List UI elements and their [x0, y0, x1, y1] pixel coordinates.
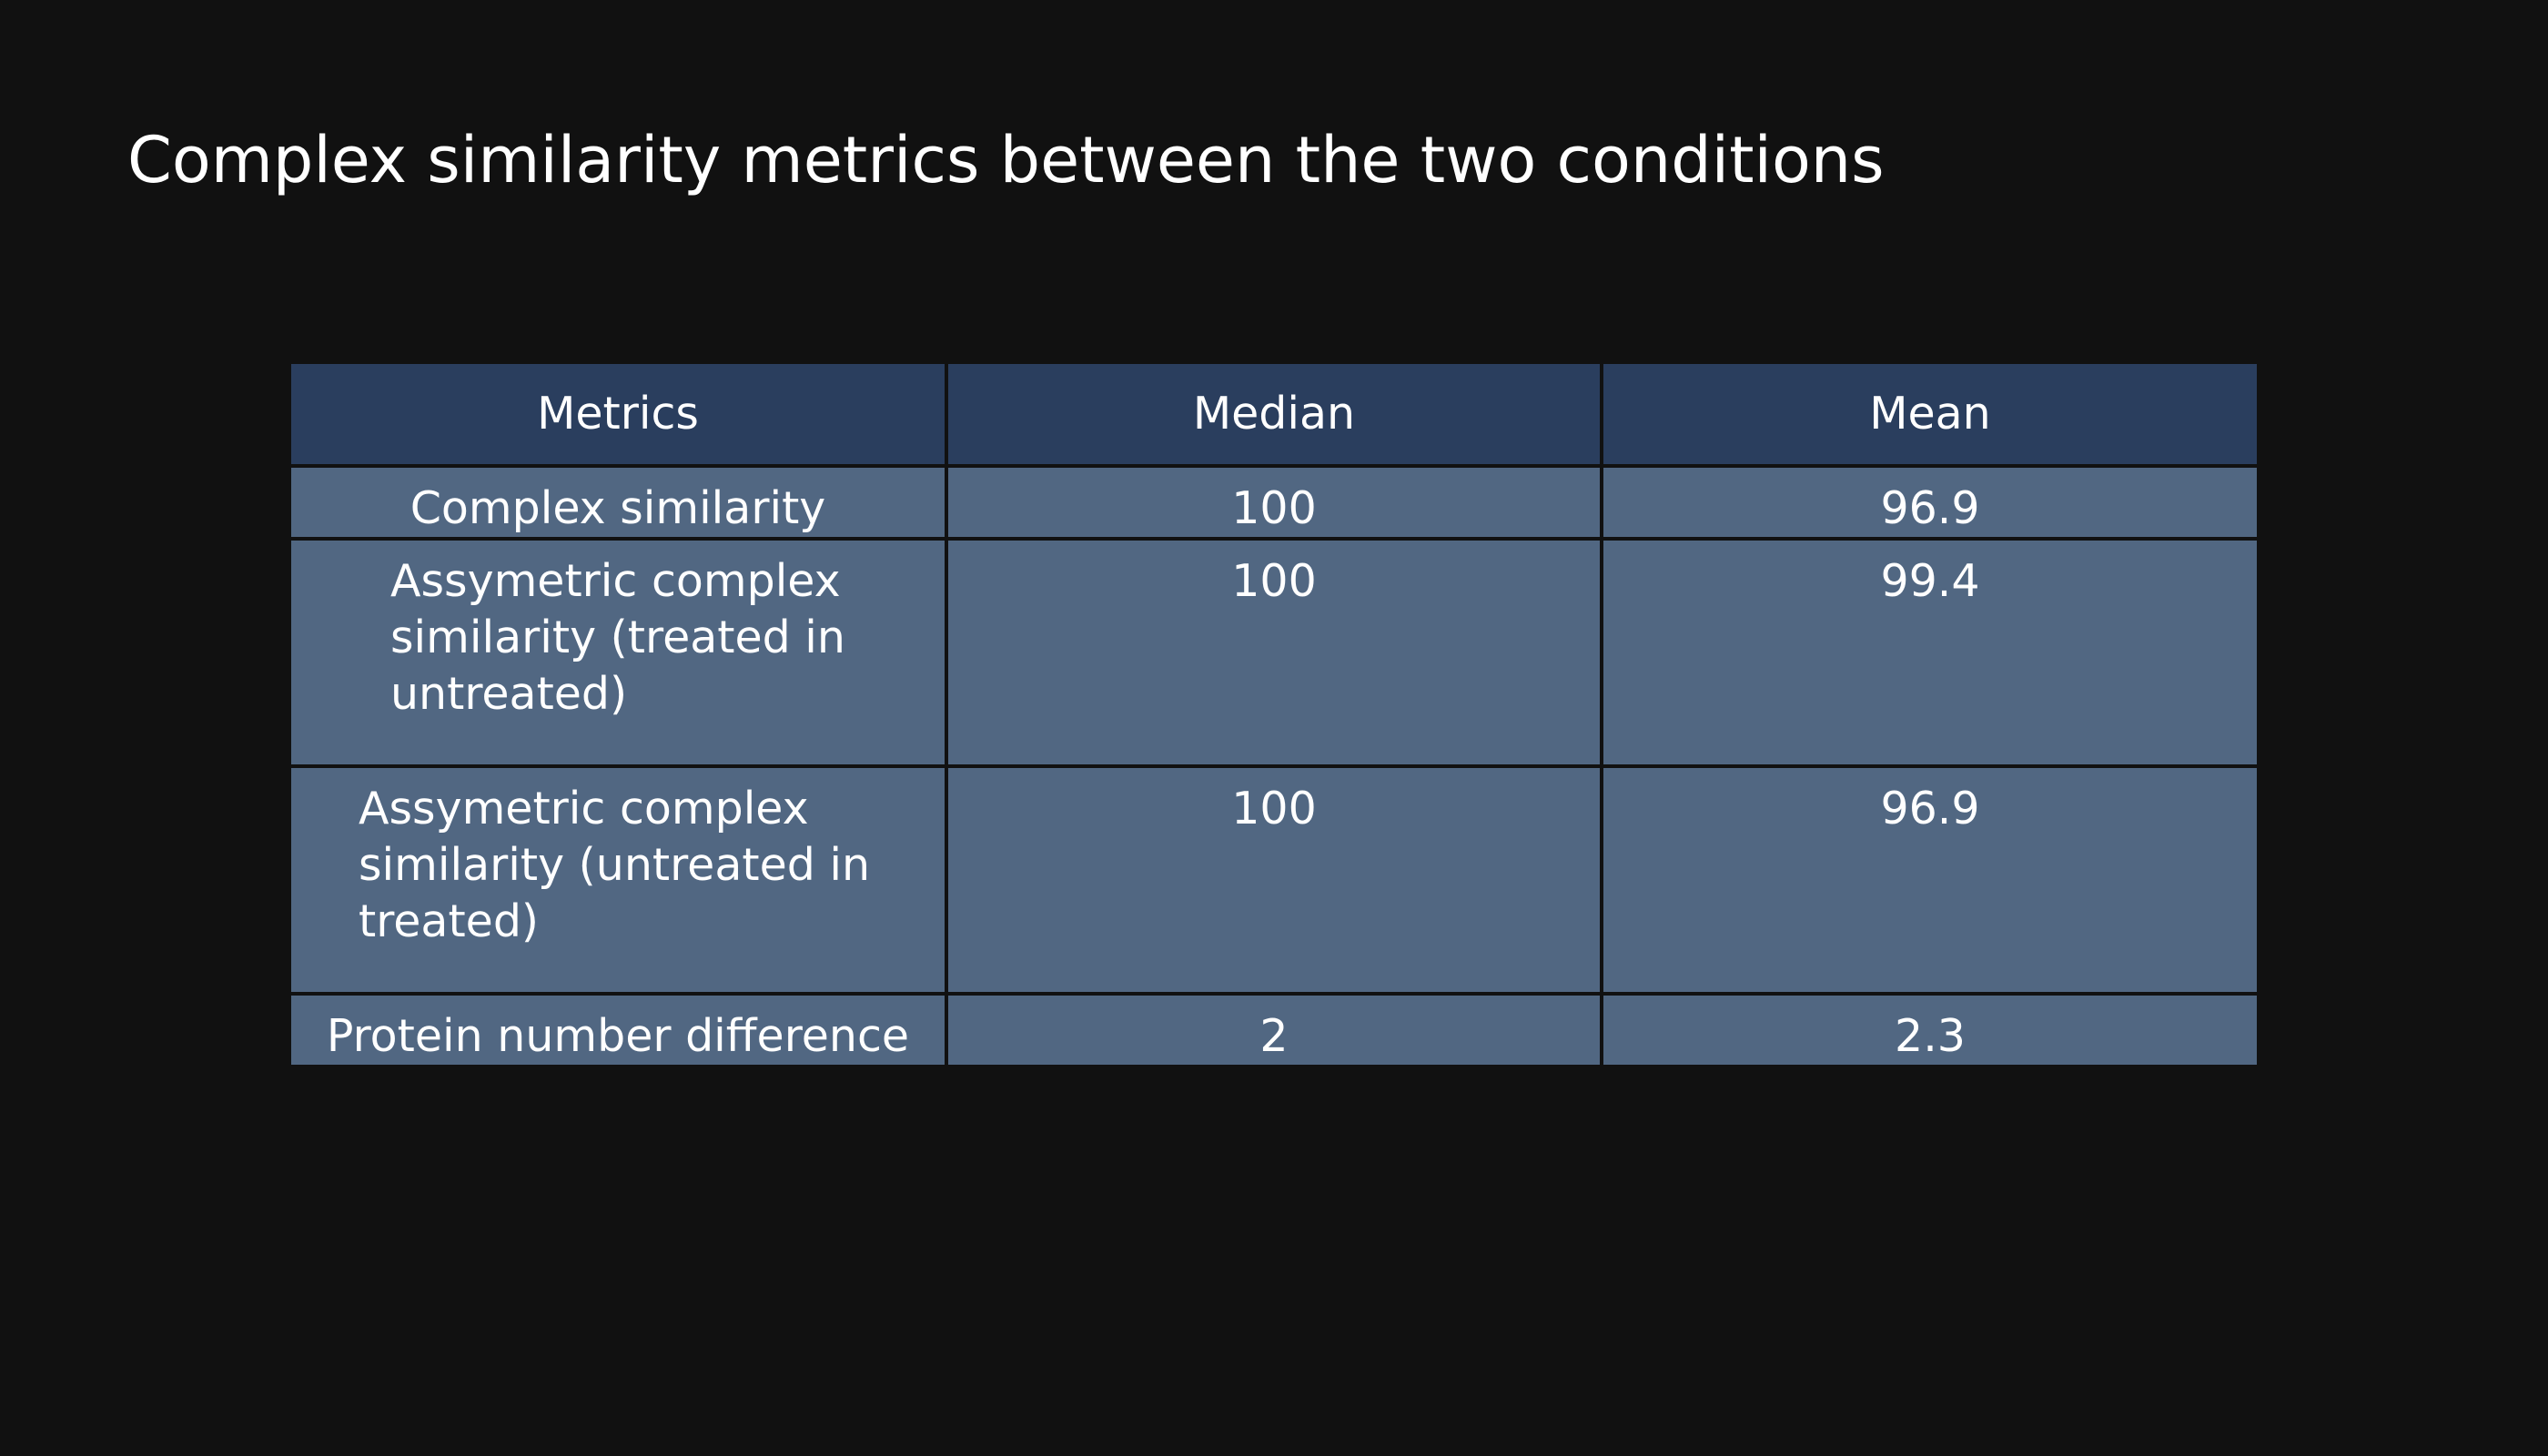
metric-label: Complex similarity	[410, 482, 826, 534]
median-cell: 100	[945, 464, 1603, 541]
table-header-row: Metrics Median Mean	[291, 364, 2257, 468]
table-row: Assymetric complex similarity (untreated…	[291, 764, 2257, 996]
metric-label: Assymetric complex similarity (untreated…	[359, 783, 871, 947]
table-row: Complex similarity 100 96.9	[291, 464, 2257, 541]
mean-cell: 99.4	[1600, 537, 2257, 768]
metrics-table: Metrics Median Mean Complex similarity 1…	[291, 364, 2257, 1065]
column-header-mean: Mean	[1600, 364, 2257, 468]
metric-label: Assymetric complex similarity (treated i…	[390, 555, 845, 720]
median-cell: 100	[945, 537, 1603, 768]
table-row: Protein number difference 2 2.3	[291, 992, 2257, 1065]
median-cell: 2	[945, 992, 1603, 1065]
metric-label: Protein number difference	[326, 1010, 910, 1062]
mean-cell: 2.3	[1600, 992, 2257, 1065]
column-header-median: Median	[945, 364, 1603, 468]
metric-cell: Assymetric complex similarity (untreated…	[291, 764, 948, 996]
metric-cell: Assymetric complex similarity (treated i…	[291, 537, 948, 768]
column-header-metrics: Metrics	[291, 364, 948, 468]
mean-cell: 96.9	[1600, 464, 2257, 541]
mean-cell: 96.9	[1600, 764, 2257, 996]
slide-title: Complex similarity metrics between the t…	[127, 123, 1885, 197]
table-row: Assymetric complex similarity (treated i…	[291, 537, 2257, 768]
median-cell: 100	[945, 764, 1603, 996]
metric-cell: Complex similarity	[291, 464, 948, 541]
metric-cell: Protein number difference	[291, 992, 948, 1065]
